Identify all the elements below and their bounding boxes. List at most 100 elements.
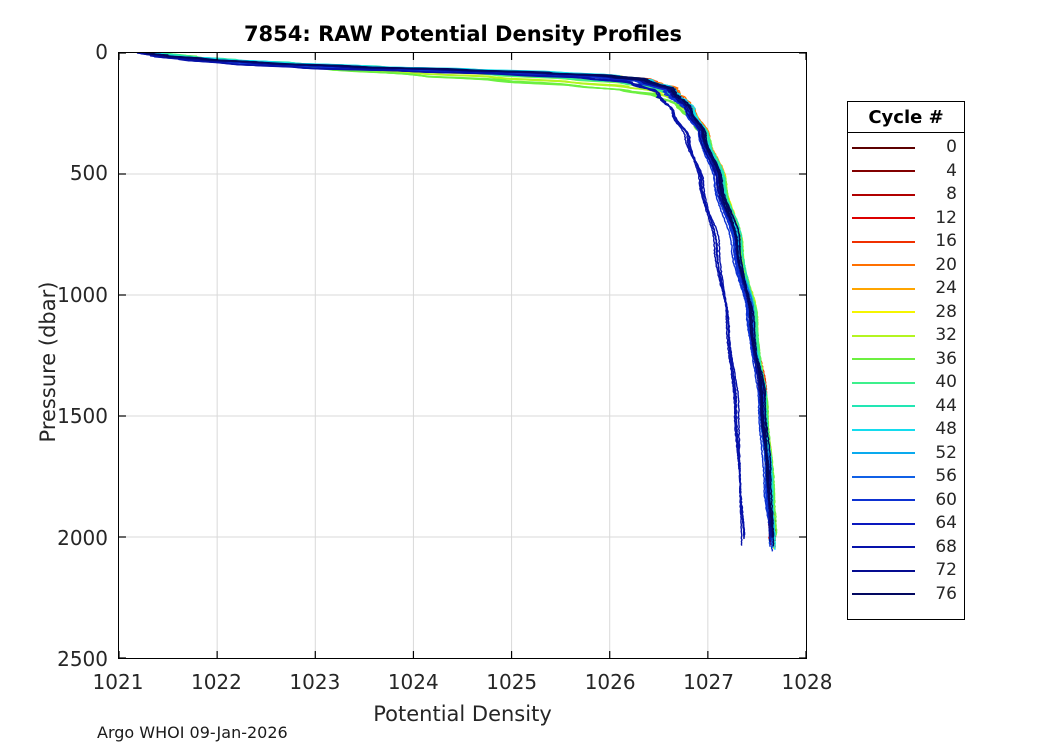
- profile-curves: [136, 53, 778, 552]
- legend-item[interactable]: 68: [848, 536, 964, 560]
- profile-line: [146, 53, 748, 540]
- x-axis-label: Potential Density: [373, 702, 552, 726]
- legend-item[interactable]: 44: [848, 395, 964, 419]
- legend-color-line-icon: [852, 499, 915, 502]
- profile-line: [151, 53, 771, 540]
- legend-item-label: 20: [935, 254, 957, 275]
- profile-line: [144, 53, 772, 542]
- legend-color-line-icon: [852, 334, 915, 337]
- profile-line: [144, 53, 772, 540]
- legend-title: Cycle #: [848, 102, 964, 133]
- profile-line: [146, 53, 772, 542]
- x-tick-label: 1026: [584, 670, 636, 694]
- legend-item-label: 16: [935, 231, 957, 252]
- legend-color-line-icon: [852, 358, 915, 361]
- x-tick-label: 1028: [781, 670, 833, 694]
- legend-item-label: 28: [935, 301, 957, 322]
- legend-item[interactable]: 60: [848, 489, 964, 513]
- legend-item[interactable]: 72: [848, 559, 964, 583]
- profile-line: [143, 53, 772, 542]
- legend-item-label: 0: [946, 137, 957, 158]
- x-tick-label: 1025: [486, 670, 538, 694]
- legend-item-label: 36: [935, 348, 957, 369]
- legend-item[interactable]: 76: [848, 583, 964, 607]
- legend-item[interactable]: 20: [848, 254, 964, 278]
- x-tick-label: 1024: [387, 670, 439, 694]
- profile-line: [140, 53, 743, 546]
- y-axis-ticks: 0 500 1000 1500 2000 2500: [0, 0, 108, 750]
- legend-item[interactable]: 28: [848, 301, 964, 325]
- x-axis-ticks: 1021 1022 1023 1024 1025 1026 1027 1028: [0, 672, 1050, 702]
- y-tick-label: 2000: [57, 525, 108, 550]
- legend-item[interactable]: 16: [848, 230, 964, 254]
- profile-line: [148, 53, 771, 531]
- legend-color-line-icon: [852, 146, 915, 149]
- footer-note: Argo WHOI 09-Jan-2026: [97, 723, 288, 742]
- x-tick-label: 1021: [92, 670, 144, 694]
- legend-item[interactable]: 64: [848, 512, 964, 536]
- legend-item[interactable]: 24: [848, 277, 964, 301]
- legend-item-label: 4: [946, 160, 957, 181]
- legend-color-line-icon: [852, 569, 915, 572]
- legend-color-line-icon: [852, 193, 915, 196]
- legend-color-line-icon: [852, 381, 915, 384]
- legend-item-label: 32: [935, 325, 957, 346]
- legend-item[interactable]: 12: [848, 207, 964, 231]
- y-tick-label: 2500: [57, 647, 108, 671]
- plot-svg: [119, 53, 806, 658]
- legend-color-line-icon: [852, 240, 915, 243]
- legend-item[interactable]: 8: [848, 183, 964, 207]
- legend-item[interactable]: 52: [848, 442, 964, 466]
- legend-item[interactable]: 4: [848, 160, 964, 184]
- y-tick-label: 0: [95, 40, 108, 64]
- legend-item[interactable]: 40: [848, 371, 964, 395]
- legend[interactable]: Cycle # 0 4 8 12 16 20 24 28 32 36 40 44 48 52 56 60 64 6…: [847, 101, 965, 620]
- profile-line: [147, 53, 745, 540]
- legend-item[interactable]: 36: [848, 348, 964, 372]
- profile-line: [160, 53, 778, 536]
- legend-color-line-icon: [852, 428, 915, 431]
- profile-line: [163, 53, 776, 546]
- profile-line: [145, 53, 774, 544]
- profile-line: [142, 53, 772, 527]
- legend-item-label: 76: [935, 583, 957, 604]
- legend-item[interactable]: 32: [848, 324, 964, 348]
- legend-item[interactable]: 48: [848, 418, 964, 442]
- legend-color-line-icon: [852, 475, 915, 478]
- profile-line: [150, 53, 773, 527]
- legend-item-label: 60: [935, 489, 957, 510]
- legend-item-label: 48: [935, 419, 957, 440]
- legend-color-line-icon: [852, 405, 915, 408]
- legend-item-label: 68: [935, 536, 957, 557]
- profile-line: [139, 53, 748, 541]
- legend-color-line-icon: [852, 311, 915, 314]
- tick-marks: [119, 53, 806, 658]
- legend-item[interactable]: 0: [848, 136, 964, 160]
- profile-line: [149, 53, 774, 552]
- page-title: 7854: RAW Potential Density Profiles: [243, 22, 683, 46]
- legend-item-label: 24: [935, 278, 957, 299]
- legend-color-line-icon: [852, 170, 915, 173]
- legend-item-label: 56: [935, 466, 957, 487]
- legend-items: 0 4 8 12 16 20 24 28 32 36 40 44 48 52 56 60 64 68 72 76: [848, 133, 964, 606]
- legend-item-label: 72: [935, 560, 957, 581]
- profile-line: [158, 53, 776, 532]
- x-tick-label: 1022: [190, 670, 242, 694]
- legend-item-label: 8: [946, 184, 957, 205]
- legend-color-line-icon: [852, 452, 915, 455]
- legend-color-line-icon: [852, 546, 915, 549]
- profile-line: [151, 53, 772, 546]
- x-tick-label: 1027: [683, 670, 735, 694]
- legend-color-line-icon: [852, 593, 915, 596]
- y-tick-label: 1500: [57, 404, 108, 429]
- profile-line: [142, 53, 746, 536]
- legend-color-line-icon: [852, 217, 915, 220]
- x-tick-label: 1023: [289, 670, 341, 694]
- legend-item-label: 64: [935, 513, 957, 534]
- legend-item[interactable]: 56: [848, 465, 964, 489]
- y-tick-label: 1000: [57, 282, 108, 307]
- plot-area[interactable]: [118, 52, 807, 659]
- profile-line: [140, 53, 771, 548]
- profile-line: [148, 53, 771, 545]
